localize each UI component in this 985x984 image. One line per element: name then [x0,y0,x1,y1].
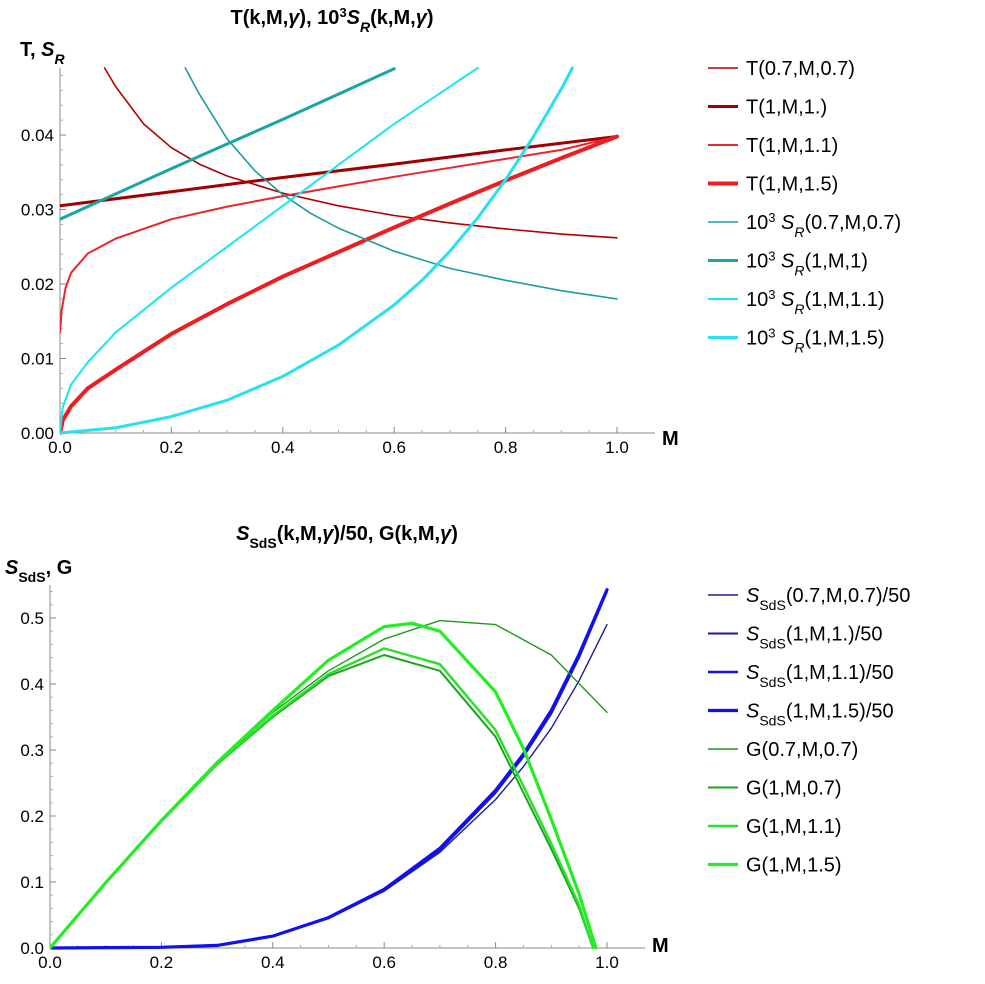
y-tick-label: 0.02 [21,275,54,294]
legend-label-3: T(1,M,1.5) [746,174,838,196]
top-chart-ticks: 0.0 0.2 0.4 0.6 0.8 1.0 0.00 0.01 0.02 0.03 0.04 [21,74,629,457]
x-tick-label: 0.8 [494,438,518,457]
legend-label-2: T(1,M,1.1) [746,135,838,157]
series-line-2 [50,588,609,950]
y-tick-label: 0.3 [20,741,44,760]
legend-label-3: SSdS(1,M,1.5)/50 [746,701,894,729]
series-line-7 [60,66,574,435]
x-tick-label: 0.0 [48,438,72,457]
series-line-7 [50,621,598,950]
top-chart-title: T(k,M,γ), 103SR(k,M,γ) [231,5,434,36]
y-tick-label: 0.5 [20,609,44,628]
series-line-5 [60,67,396,221]
legend-label-1: SSdS(1,M,1.)/50 [746,624,883,652]
legend-label-0: T(0.7,M,0.7) [746,58,855,80]
bottom-chart-title: SSdS(k,M,γ)/50, G(k,M,γ) [236,523,458,551]
top-chart-ylabel: T, SR [20,39,65,67]
series-line-6 [50,647,595,950]
legend-label-2: SSdS(1,M,1.1)/50 [746,662,894,690]
x-tick-label: 0.6 [382,438,406,457]
y-tick-label: 0.00 [21,424,54,443]
series-line-2 [60,135,618,334]
series-line-3 [60,134,619,435]
series-line-1 [60,135,619,208]
top-chart-xlabel: M [662,428,679,450]
legend-label-7: G(1,M,1.5) [746,855,842,877]
series-line-3 [50,587,609,950]
y-tick-label: 0.01 [21,350,54,369]
series-line-0 [103,67,618,239]
top-chart: T(k,M,γ), 103SR(k,M,γ) T, SR M 0.0 0.2 0.4… [20,5,901,458]
legend-label-4: 103 SR(0.7,M,0.7) [746,210,901,241]
series-line-1 [50,590,608,949]
x-tick-label: 0.0 [38,953,62,972]
y-tick-label: 0.4 [20,675,44,694]
bottom-chart-series [50,587,609,950]
y-tick-label: 0.0 [20,939,44,958]
legend-label-7: 103 SR(1,M,1.5) [746,325,885,356]
x-tick-label: 0.4 [271,438,295,457]
x-tick-label: 0.2 [160,438,184,457]
legend-label-4: G(0.7,M,0.7) [746,739,858,761]
legend-label-6: 103 SR(1,M,1.1) [746,287,885,318]
series-line-6 [60,67,479,434]
x-tick-label: 0.6 [372,953,396,972]
bottom-chart-legend: SSdS(0.7,M,0.7)/50 SSdS(1,M,1.)/50 SSdS(1,… [708,585,910,877]
series-line-4 [184,67,618,300]
x-tick-label: 0.2 [150,953,174,972]
y-tick-label: 0.03 [21,201,54,220]
top-chart-legend: T(0.7,M,0.7) T(1,M,1.) T(1,M,1.1) T(1,M,1.5… [708,58,901,356]
y-tick-label: 0.2 [20,807,44,826]
series-line-5 [50,654,595,949]
legend-label-5: G(1,M,0.7) [746,778,842,800]
y-tick-label: 0.04 [21,126,54,145]
y-tick-label: 0.1 [20,873,44,892]
bottom-chart: SSdS(k,M,γ)/50, G(k,M,γ) SSdS, G M 0.0 0.… [5,523,910,972]
x-tick-label: 0.8 [484,953,508,972]
legend-label-0: SSdS(0.7,M,0.7)/50 [746,585,910,613]
top-chart-series [60,66,619,435]
x-tick-label: 1.0 [605,438,629,457]
legend-label-6: G(1,M,1.1) [746,816,842,838]
x-tick-label: 1.0 [595,953,619,972]
bottom-chart-ylabel: SSdS, G [5,557,72,585]
bottom-chart-xlabel: M [652,935,669,957]
bottom-chart-ticks: 0.0 0.2 0.4 0.6 0.8 1.0 0.0 0.1 0.2 0.3 0.4 0.5 [20,591,619,972]
legend-label-1: T(1,M,1.) [746,97,827,119]
x-tick-label: 0.4 [261,953,285,972]
legend-label-5: 103 SR(1,M,1) [746,248,868,279]
